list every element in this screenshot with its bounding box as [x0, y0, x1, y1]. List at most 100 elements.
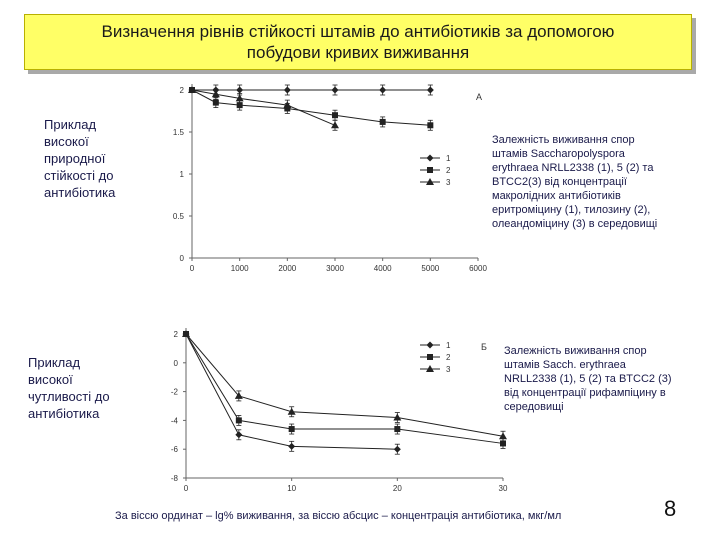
caption-line: еритроміцину (1), тилозину (2), — [492, 204, 651, 216]
x-tick-label: 1000 — [231, 264, 249, 273]
legend-marker-3 — [426, 365, 434, 372]
legend-marker-3 — [426, 178, 434, 185]
panel-label: А — [476, 92, 482, 102]
legend-label: 1 — [446, 341, 451, 350]
title-line-1: Визначення рівнів стійкості штамів до ан… — [101, 22, 615, 41]
data-point-1 — [283, 86, 291, 94]
caption-line: Залежність виживання спор — [492, 134, 635, 146]
caption-line: NRLL2338 (1), 5 (2) та BTCC2 (3) — [504, 373, 672, 385]
series-line-3 — [185, 333, 504, 437]
chart-a: 0 0.5 1 1.5 2 0 1000 2000 3000 4000 5000 6000 А 1 2 3 — [173, 84, 487, 273]
y-tick-label: 0 — [174, 359, 179, 368]
y-tick-label: 0 — [180, 254, 185, 263]
data-point-1 — [379, 86, 387, 94]
legend-marker-2 — [427, 354, 433, 360]
data-point-2 — [394, 426, 401, 433]
data-point-1 — [236, 86, 244, 94]
caption-line: erythraea NRLL2338 (1), 5 (2) та — [492, 162, 654, 174]
series-line-2 — [185, 333, 504, 444]
data-point-3 — [283, 101, 292, 109]
legend-label: 2 — [446, 166, 451, 175]
data-point-1 — [393, 445, 401, 453]
data-point-3 — [182, 330, 190, 337]
legend-label: 1 — [446, 154, 451, 163]
x-tick-label: 0 — [184, 484, 189, 493]
data-point-1 — [288, 442, 296, 450]
title-banner: Визначення рівнів стійкості штамів до ан… — [24, 14, 692, 70]
data-point-1 — [235, 431, 243, 439]
caption-chart-a: Залежність виживання спор штамів Sacchar… — [492, 133, 702, 231]
x-tick-label: 6000 — [469, 264, 487, 273]
data-point-2 — [235, 417, 242, 424]
page-number: 8 — [664, 496, 677, 521]
note-sensitivity: Приклад високої чутливості до антибіотик… — [28, 354, 158, 422]
data-point-2 — [379, 118, 386, 125]
data-point-3 — [331, 121, 339, 129]
legend-marker-2 — [427, 167, 433, 173]
axis-footnote: За віссю ординат – lg% виживання, за віс… — [115, 510, 562, 522]
y-tick-label: -2 — [171, 388, 179, 397]
note-line: Приклад — [44, 117, 97, 132]
x-tick-label: 10 — [287, 484, 296, 493]
title-line-2: побудови кривих виживання — [246, 43, 470, 62]
legend-label: 2 — [446, 353, 451, 362]
data-point-1 — [331, 86, 339, 94]
x-tick-label: 20 — [393, 484, 402, 493]
data-point-2 — [236, 102, 243, 109]
data-point-3 — [393, 413, 402, 421]
panel-label: Б — [481, 342, 487, 352]
caption-line: від концентрації рифампіцину в — [504, 387, 666, 399]
caption-line: олеандоміцину (3) в середовищі — [492, 218, 658, 230]
caption-line: Залежність виживання спор — [504, 345, 647, 357]
x-tick-label: 3000 — [326, 264, 344, 273]
y-tick-label: 2 — [174, 330, 179, 339]
note-line: високої — [28, 372, 73, 387]
data-point-1 — [426, 86, 434, 94]
data-point-3 — [499, 432, 507, 440]
note-line: Приклад — [28, 355, 81, 370]
note-line: антибіотика — [28, 406, 100, 421]
y-tick-label: -4 — [171, 416, 179, 425]
y-tick-label: 0.5 — [173, 212, 185, 221]
legend-marker-1 — [426, 341, 434, 349]
x-tick-label: 5000 — [421, 264, 439, 273]
x-tick-label: 30 — [499, 484, 508, 493]
data-point-3 — [235, 94, 244, 102]
caption-chart-b: Залежність виживання спор штамів Sacch. … — [504, 344, 709, 414]
caption-line: штамів Saccharopolyspora — [492, 148, 625, 160]
x-tick-label: 4000 — [374, 264, 392, 273]
caption-line: середовищі — [504, 401, 564, 413]
note-line: природної — [44, 151, 106, 166]
data-point-2 — [212, 99, 219, 106]
caption-line: BTCC2(3) від концентрації — [492, 176, 627, 188]
y-tick-label: 1 — [180, 170, 185, 179]
data-point-3 — [287, 407, 296, 415]
legend-label: 3 — [446, 178, 451, 187]
note-line: чутливості до — [28, 389, 110, 404]
data-point-2 — [427, 122, 434, 129]
x-tick-label: 2000 — [278, 264, 296, 273]
data-point-3 — [211, 90, 220, 98]
note-resistance: Приклад високої природної стійкості до а… — [44, 116, 154, 201]
data-point-2 — [500, 440, 506, 447]
y-tick-label: 2 — [180, 86, 185, 95]
data-point-2 — [288, 426, 295, 433]
note-line: високої — [44, 134, 89, 149]
note-line: антибіотика — [44, 185, 116, 200]
y-tick-label: -6 — [171, 445, 179, 454]
y-tick-label: 1.5 — [173, 128, 185, 137]
x-tick-label: 0 — [190, 264, 195, 273]
data-point-3 — [234, 391, 243, 399]
data-point-2 — [332, 112, 338, 119]
legend-marker-1 — [426, 154, 434, 162]
series-line-2 — [191, 89, 431, 126]
caption-line: макролідних антибіотиків — [492, 190, 621, 202]
legend-label: 3 — [446, 365, 451, 374]
y-tick-label: -8 — [171, 474, 179, 483]
note-line: стійкості до — [44, 168, 114, 183]
data-point-3 — [188, 86, 196, 93]
series-line-1 — [185, 333, 398, 450]
caption-line: штамів Sacch. erythraea — [504, 359, 626, 371]
